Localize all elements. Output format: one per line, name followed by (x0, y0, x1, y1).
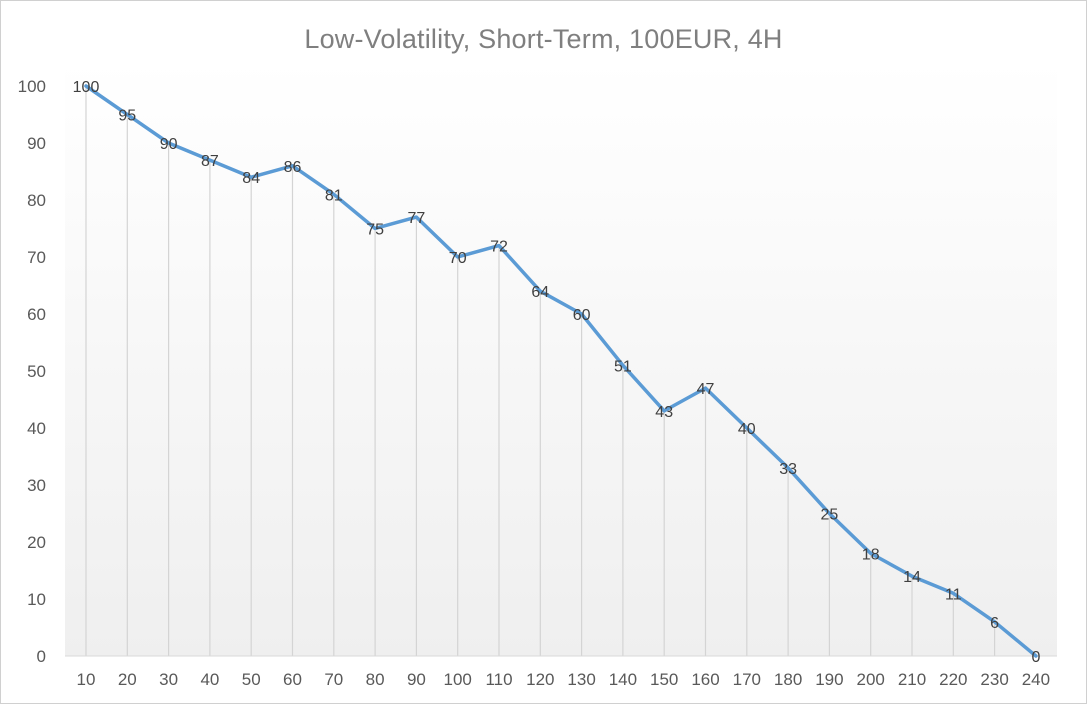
data-label: 51 (614, 358, 632, 375)
data-label: 100 (73, 79, 100, 96)
data-label: 86 (284, 159, 302, 176)
y-tick-label: 100 (18, 77, 46, 96)
x-tick-label: 110 (485, 670, 512, 689)
x-tick-label: 220 (939, 670, 967, 689)
data-label: 18 (862, 546, 880, 563)
y-tick-label: 90 (27, 134, 46, 153)
y-tick-label: 30 (27, 476, 46, 495)
y-tick-label: 20 (27, 533, 46, 552)
data-label: 64 (531, 284, 549, 301)
y-tick-label: 40 (27, 419, 46, 438)
x-tick-label: 180 (774, 670, 802, 689)
x-tick-label: 240 (1022, 670, 1050, 689)
data-label: 72 (490, 239, 508, 256)
series-line (84, 84, 1038, 658)
x-tick-label: 40 (200, 670, 219, 689)
data-label: 81 (325, 187, 343, 204)
x-tick-label: 200 (857, 670, 885, 689)
x-tick-label: 160 (691, 670, 719, 689)
x-tick-label: 210 (898, 670, 926, 689)
x-tick-label: 10 (77, 670, 96, 689)
y-tick-label: 50 (27, 362, 46, 381)
x-tick-label: 50 (242, 670, 261, 689)
y-tick-label: 70 (27, 248, 46, 267)
data-label: 90 (160, 136, 178, 153)
y-tick-label: 10 (27, 590, 46, 609)
data-label: 25 (821, 507, 839, 524)
x-tick-label: 100 (444, 670, 472, 689)
data-label: 95 (118, 108, 136, 125)
data-label: 33 (779, 461, 797, 478)
x-tick-label: 90 (407, 670, 426, 689)
x-tick-label: 60 (283, 670, 302, 689)
y-tick-label: 0 (37, 647, 46, 666)
x-tick-label: 170 (733, 670, 761, 689)
x-tick-label: 140 (609, 670, 637, 689)
plot-area (65, 60, 1057, 656)
x-tick-label: 120 (526, 670, 554, 689)
data-label: 43 (655, 404, 673, 421)
x-tick-label: 20 (118, 670, 137, 689)
x-tick-label: 190 (815, 670, 843, 689)
chart-title: Low-Volatility, Short-Term, 100EUR, 4H (304, 24, 783, 54)
data-label: 0 (1031, 649, 1040, 666)
x-tick-label: 70 (324, 670, 343, 689)
data-label: 84 (242, 170, 260, 187)
data-label: 77 (408, 210, 426, 227)
data-label: 60 (573, 307, 591, 324)
data-label: 87 (201, 153, 219, 170)
data-label: 75 (366, 222, 384, 239)
data-label: 47 (697, 381, 715, 398)
x-tick-label: 130 (567, 670, 595, 689)
x-tick-label: 80 (366, 670, 385, 689)
data-label: 70 (449, 250, 467, 267)
x-tick-label: 30 (159, 670, 178, 689)
x-tick-label: 150 (650, 670, 678, 689)
y-tick-label: 60 (27, 305, 46, 324)
data-label: 40 (738, 421, 756, 438)
data-label: 6 (990, 615, 999, 632)
data-label: 14 (903, 569, 921, 586)
x-tick-label: 230 (980, 670, 1008, 689)
data-label: 11 (945, 586, 962, 603)
y-tick-label: 80 (27, 191, 46, 210)
